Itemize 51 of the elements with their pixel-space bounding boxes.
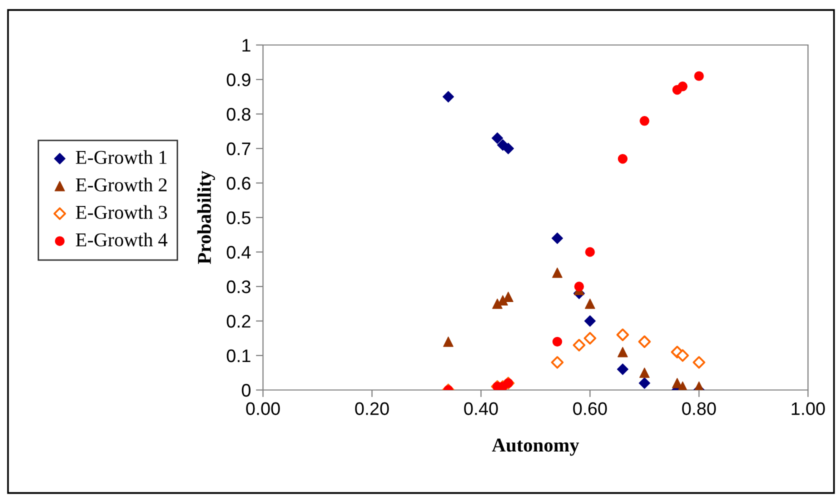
point <box>572 338 586 352</box>
point <box>694 71 704 81</box>
point <box>585 247 595 257</box>
point <box>692 356 706 369</box>
point <box>552 232 564 244</box>
x-tick-label: 0.20 <box>355 402 389 416</box>
y-tick-label: 0 <box>242 384 250 397</box>
point <box>584 298 596 309</box>
point <box>672 378 682 388</box>
legend-label: E-Growth 2 <box>76 178 167 192</box>
point <box>503 292 514 302</box>
point <box>584 315 596 327</box>
point <box>443 336 454 347</box>
y-tick-label: 0.3 <box>226 280 250 294</box>
point <box>442 91 454 102</box>
y-axis-title: Probability <box>197 170 215 264</box>
x-tick-label: 0.40 <box>464 402 498 416</box>
y-tick-label: 0.1 <box>226 349 250 362</box>
point <box>551 356 564 369</box>
point <box>678 82 688 92</box>
y-tick-label: 0.8 <box>226 108 250 121</box>
point <box>640 116 650 126</box>
legend-label: E-Growth 3 <box>76 205 167 219</box>
point <box>638 335 651 348</box>
x-tick-label: 1.00 <box>792 402 825 416</box>
point <box>676 349 689 362</box>
point <box>618 346 628 358</box>
point <box>618 154 628 164</box>
point <box>492 132 504 144</box>
point <box>502 142 514 154</box>
y-tick-label: 0.6 <box>226 176 250 190</box>
point <box>584 332 596 345</box>
y-tick-label: 0.4 <box>226 246 251 259</box>
legend-label: E-Growth 1 <box>76 150 166 164</box>
point <box>552 268 562 278</box>
x-tick-label: 0.80 <box>682 402 716 416</box>
y-tick-label: 0.9 <box>226 73 250 86</box>
x-tick-label: 0.00 <box>246 402 280 416</box>
point <box>639 368 650 378</box>
y-tick-label: 0.7 <box>226 142 250 156</box>
legend-label: E-Growth 4 <box>76 232 168 246</box>
x-axis-title: Autonomy <box>492 438 580 456</box>
point <box>552 336 562 347</box>
point <box>574 282 584 292</box>
point <box>616 328 629 342</box>
y-tick-label: 0.5 <box>226 211 250 224</box>
point <box>616 364 628 376</box>
y-tick-label: 0.2 <box>226 314 250 328</box>
x-tick-label: 0.60 <box>573 402 607 416</box>
point <box>638 377 650 389</box>
y-tick-label: 1 <box>242 39 250 52</box>
